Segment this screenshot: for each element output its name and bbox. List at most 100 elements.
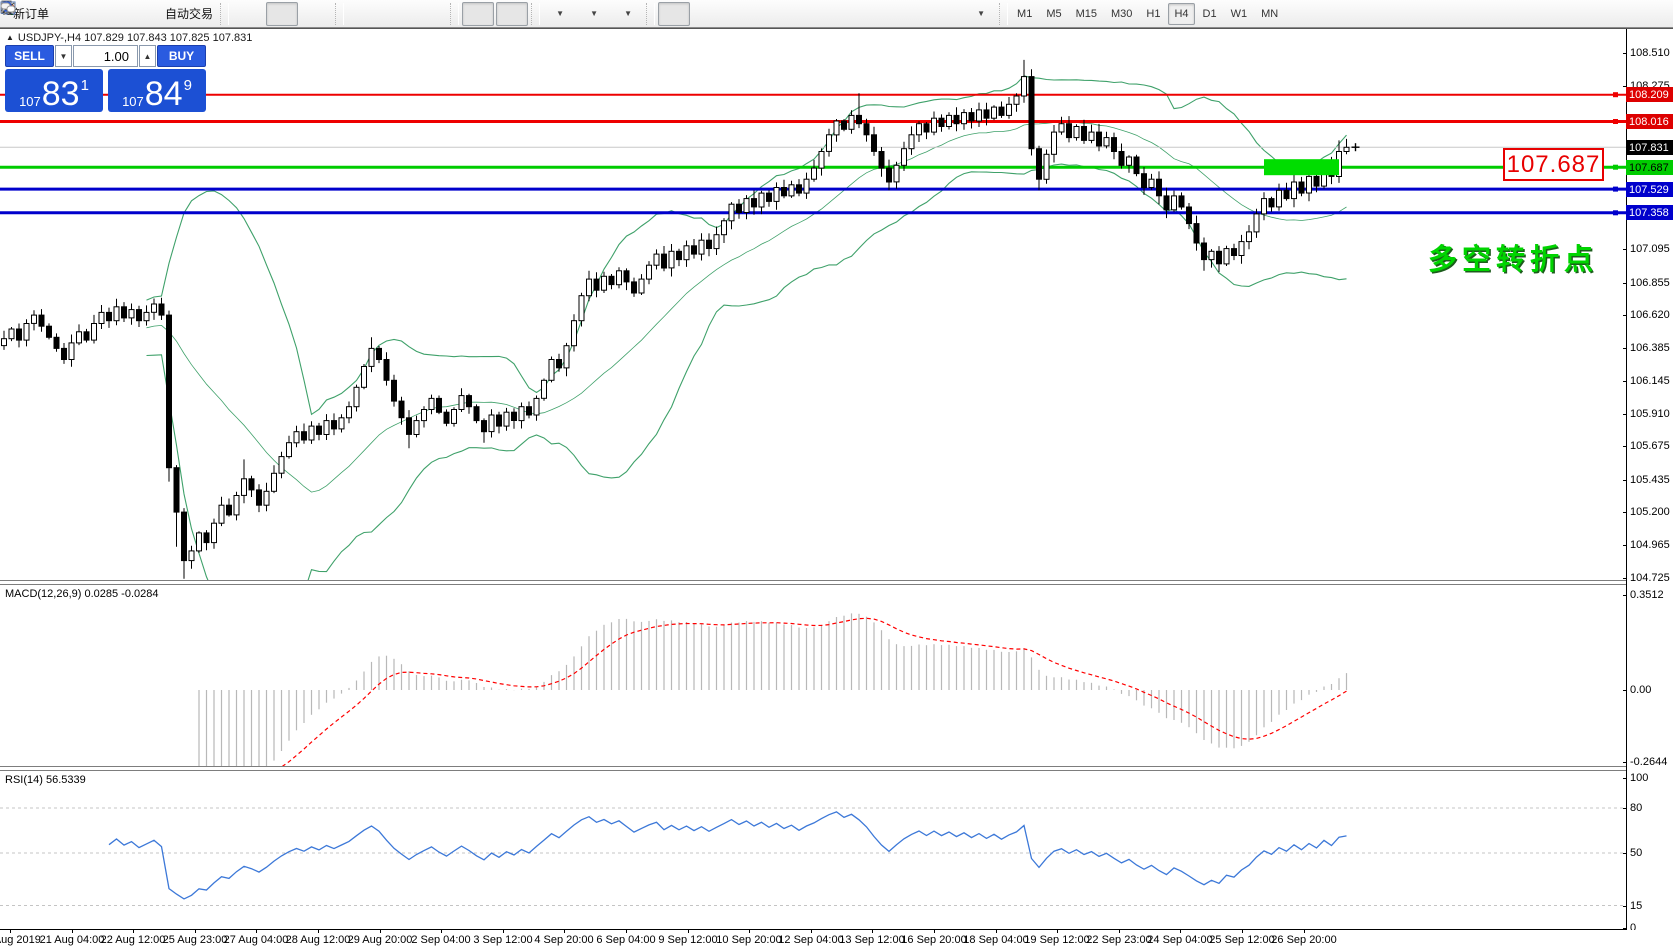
arrows-button[interactable]: ▼ (2, 2, 996, 26)
zoom-out-button[interactable] (1, 1, 413, 26)
volume-up-button[interactable]: ▲ (139, 45, 156, 67)
toolbar-separator (646, 2, 656, 25)
timeframe-W1-button[interactable]: W1 (1230, 7, 1248, 20)
highlight-rectangle[interactable] (1264, 159, 1339, 176)
time-tick-label: 19 Sep 12:00 (1024, 934, 1090, 946)
channel-button[interactable]: E (0, 2, 860, 26)
buy-price-sup: 9 (183, 77, 192, 94)
time-tick-label: 24 Sep 04:00 (1147, 934, 1213, 946)
time-tick-label: 21 Aug 04:00 (39, 934, 105, 946)
time-tick-label: 2 Sep 04:00 (411, 934, 471, 946)
tile-windows-button[interactable] (1, 2, 447, 26)
rsi-tick-label: 80 (1630, 802, 1643, 814)
vline-button[interactable] (7, 1, 758, 26)
zoom-in-button[interactable] (1, 1, 379, 26)
time-tick-mark (10, 930, 11, 933)
pane-divider-main-macd[interactable] (0, 580, 1673, 585)
horizontal-line-107.687[interactable] (0, 164, 1626, 170)
sell-button[interactable]: SELL (5, 45, 54, 67)
bar-chart-button[interactable] (1, 2, 264, 26)
chat-button[interactable] (0, 2, 1668, 26)
timeframe-M15-button[interactable]: M15 (1075, 7, 1097, 20)
macd-pane (198, 613, 1348, 766)
time-tick-label: 18 Sep 04:00 (963, 934, 1029, 946)
price-tick-label: 105.435 (1630, 474, 1670, 486)
price-tick-mark (1623, 381, 1627, 382)
toolbar-separator (335, 2, 345, 25)
line-chart-button[interactable] (0, 1, 332, 26)
price-tick-label: 105.910 (1630, 408, 1670, 420)
chart-shift-button[interactable] (1, 1, 529, 26)
price-axis[interactable]: 108.510 108.275 107.095 106.855 106.620 106.3… (1623, 29, 1673, 934)
time-tick-label: 6 Sep 04:00 (596, 934, 656, 946)
sell-price-button[interactable]: 107 83 1 (5, 69, 103, 112)
time-tick-mark (564, 930, 565, 933)
current-bar-cursor (1351, 143, 1360, 152)
sound-button[interactable] (1, 1, 155, 26)
horizontal-line-108.209[interactable] (0, 92, 1626, 98)
profile-button[interactable] (0, 1, 121, 26)
time-tick-mark (133, 930, 134, 933)
buy-price-button[interactable]: 107 84 9 (108, 69, 206, 112)
horizontal-line-108.016[interactable] (0, 119, 1626, 124)
hline-button[interactable] (1, 2, 792, 26)
candlestick-button[interactable] (2, 1, 299, 26)
timeframe-M5-button[interactable]: M5 (1046, 7, 1062, 20)
new-chart-button[interactable]: ▼ (0, 1, 575, 26)
time-tick-label: 28 Aug 12:00 (285, 934, 351, 946)
price-annotation-box[interactable]: 107.687 (1503, 148, 1604, 181)
timeframe-MN-button[interactable]: MN (1261, 7, 1279, 20)
horizontal-line-107.529[interactable] (0, 186, 1626, 192)
price-tick-mark (1623, 512, 1627, 513)
horizontal-line-107.358[interactable] (0, 210, 1626, 216)
period-button[interactable]: ▼ (1, 1, 609, 26)
toolbar-divider (0, 28, 1673, 29)
trendline-button[interactable] (1, 2, 826, 26)
price-tick-label: 106.145 (1630, 375, 1670, 387)
fibo-button[interactable]: F (1, 2, 894, 26)
time-tick-mark (626, 930, 627, 933)
text-button[interactable]: A (3, 0, 928, 26)
bollinger-bands (146, 75, 1347, 580)
time-tick-label: 3 Sep 12:00 (473, 934, 533, 946)
symbol-header: ▲ USDJPY-,H4 107.829 107.843 107.825 107.… (6, 32, 252, 44)
timeframe-M1-button[interactable]: M1 (1017, 7, 1033, 20)
price-axis-label-108.209: 108.209 (1626, 87, 1673, 102)
crosshair-button[interactable] (1, 1, 724, 26)
autotrade-button[interactable]: 自动交易 (0, 2, 217, 26)
auto-scroll-button[interactable] (1, 1, 495, 26)
volume-down-button[interactable]: ▼ (55, 45, 72, 67)
time-tick-label: 12 Sep 04:00 (778, 934, 844, 946)
search-button[interactable] (1, 1, 1634, 26)
time-tick-label: 19 Aug 2019 (0, 934, 41, 946)
price-tick-label: 106.855 (1630, 277, 1670, 289)
macd-tick-mark (1623, 595, 1627, 596)
eraser-button[interactable] (0, 2, 87, 26)
time-tick-label: 25 Aug 23:00 (162, 934, 228, 946)
timeframe-D1-button[interactable]: D1 (1202, 7, 1217, 20)
toolbar-separator (531, 2, 541, 25)
time-tick-mark (1057, 930, 1058, 933)
time-tick-mark (811, 930, 812, 933)
time-tick-mark (872, 930, 873, 933)
timeframe-H1-button[interactable]: H1 (1146, 7, 1161, 20)
price-tick-mark (1623, 578, 1627, 579)
time-tick-label: 22 Sep 23:00 (1086, 934, 1152, 946)
timeframe-M30-button[interactable]: M30 (1111, 7, 1133, 20)
time-tick-label: 25 Sep 12:00 (1209, 934, 1275, 946)
label-button[interactable]: T (1, 2, 962, 26)
time-tick-label: 22 Aug 12:00 (100, 934, 166, 946)
time-tick-mark (996, 930, 997, 933)
price-tick-mark (1623, 348, 1627, 349)
price-axis-border (1626, 29, 1627, 930)
template-button[interactable]: ▼ (0, 1, 643, 26)
pane-divider-macd-rsi[interactable] (0, 766, 1673, 771)
volume-input[interactable]: 1.00 (73, 45, 138, 67)
buy-button[interactable]: BUY (157, 45, 206, 67)
price-tick-mark (1623, 53, 1627, 54)
cursor-button[interactable] (3, 1, 691, 26)
timeframe-H4-button[interactable]: H4 (1168, 2, 1195, 25)
collapse-arrow-icon[interactable]: ▲ (6, 33, 14, 42)
